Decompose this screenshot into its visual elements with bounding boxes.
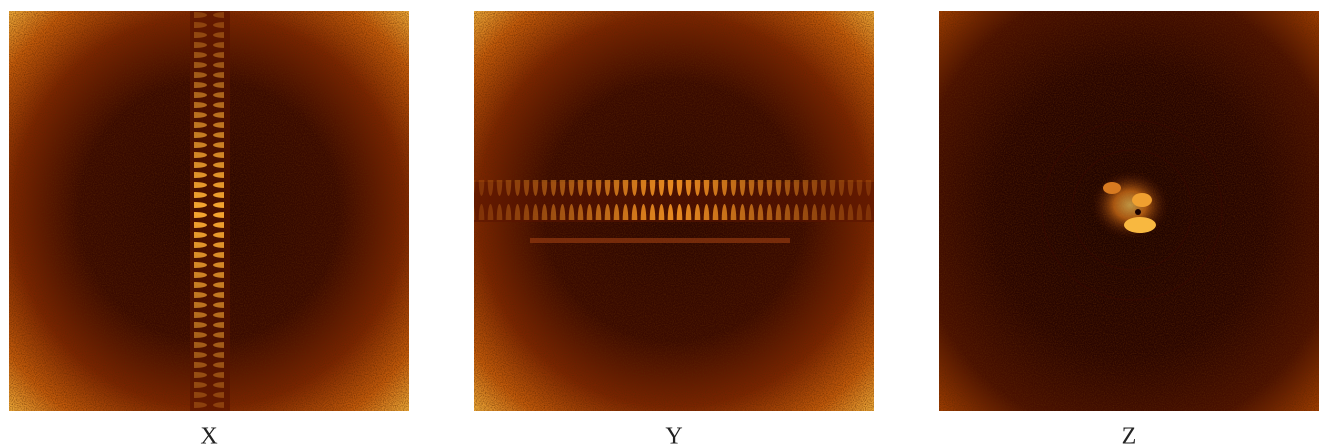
panel-label: X bbox=[200, 424, 217, 447]
speckle bbox=[1132, 193, 1152, 207]
panel-z bbox=[939, 11, 1319, 411]
secondary-fringe bbox=[530, 238, 790, 243]
speckle bbox=[1124, 217, 1156, 233]
panel-x bbox=[9, 11, 409, 411]
speckle bbox=[1103, 182, 1121, 194]
fringes bbox=[474, 180, 874, 220]
ring bbox=[1041, 119, 1223, 301]
panel-label: Y bbox=[665, 424, 682, 447]
panel-label: Z bbox=[1122, 424, 1137, 447]
panel-y bbox=[474, 11, 874, 411]
speckle-dark bbox=[1135, 209, 1141, 215]
ring bbox=[1071, 149, 1193, 271]
fringes bbox=[194, 11, 224, 411]
